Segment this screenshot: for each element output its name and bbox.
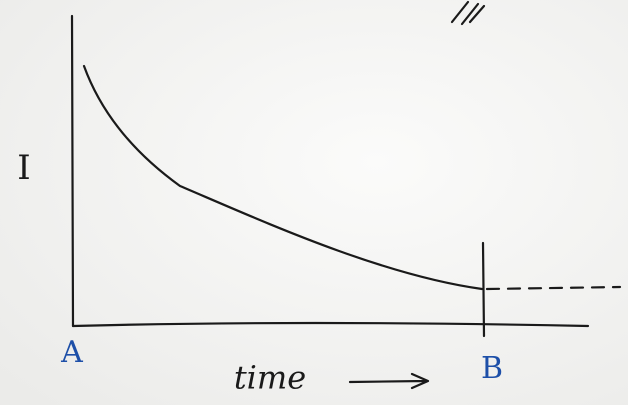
point-a-label: A bbox=[60, 335, 83, 370]
y-axis-label: I bbox=[17, 148, 30, 188]
sketch: I A B time bbox=[0, 0, 628, 405]
y-axis bbox=[72, 16, 73, 326]
paper bbox=[0, 0, 628, 405]
page: I A B time (() => { const data = JSON.pa… bbox=[0, 0, 628, 405]
x-axis-label: time bbox=[234, 359, 306, 397]
marker-line bbox=[483, 243, 484, 336]
point-b-label: B bbox=[481, 351, 503, 386]
